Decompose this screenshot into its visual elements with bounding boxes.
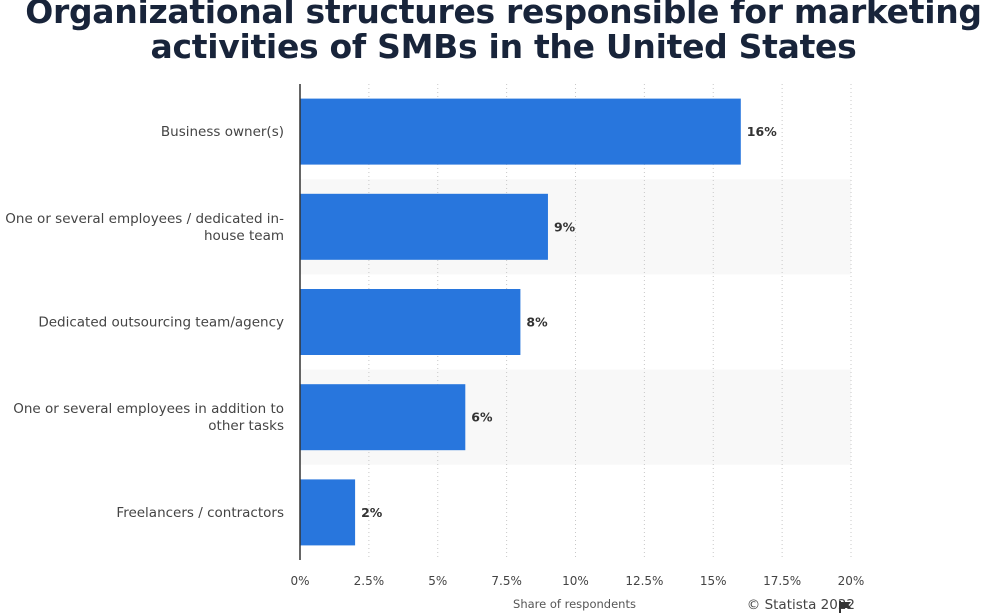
category-label-line: Freelancers / contractors [116,505,284,521]
statista-credit[interactable]: © Statista 2022 [746,597,855,613]
value-label: 16% [747,124,777,139]
value-label: 6% [471,410,493,425]
category-label-line: other tasks [208,418,284,434]
category-label: Freelancers / contractors [116,505,284,521]
chart-title: Organizational structures responsible fo… [25,0,982,66]
gridlines [368,84,852,560]
x-axis-ticks: 0% 2.5% 5% 7.5% 10% 12.5% 15% 17.5% 20% [290,574,864,588]
x-tick-label: 7.5% [491,574,522,588]
category-label-line: One or several employees / dedicated in- [5,211,284,227]
category-label: One or several employees in addition to o… [13,401,284,434]
bars [300,98,741,546]
value-label: 2% [361,505,383,520]
x-tick-label: 12.5% [625,574,663,588]
value-label: 8% [526,315,548,330]
x-tick-label: 2.5% [354,574,385,588]
value-labels: 16% 9% 8% 6% 2% [361,124,777,520]
bar [300,289,521,355]
x-tick-label: 0% [290,574,309,588]
bar [300,479,356,546]
bar [300,193,548,260]
category-label: Business owner(s) [161,124,284,140]
x-axis-title: Share of respondents [513,597,636,611]
bar [300,98,741,165]
category-label: Dedicated outsourcing team/agency [38,315,284,331]
x-tick-label: 10% [562,574,589,588]
category-label-line: Business owner(s) [161,124,284,140]
category-label-line: One or several employees in addition to [13,401,284,417]
x-tick-label: 17.5% [763,574,801,588]
category-label-line: house team [204,228,284,244]
x-tick-label: 20% [838,574,865,588]
category-label: One or several employees / dedicated in-… [5,211,284,244]
bar [300,384,466,451]
category-label-line: Dedicated outsourcing team/agency [38,315,284,331]
flag-icon[interactable] [838,600,852,614]
category-labels: Business owner(s) One or several employee… [5,124,284,521]
x-tick-label: 5% [428,574,447,588]
value-label: 9% [554,219,576,234]
x-tick-label: 15% [700,574,727,588]
